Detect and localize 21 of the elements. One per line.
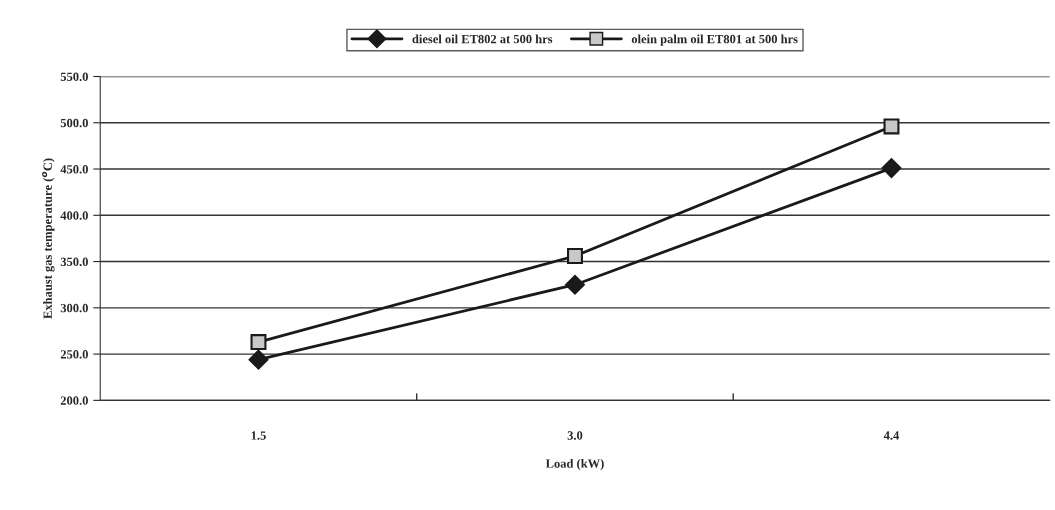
- y-tick-label: 450.0: [60, 165, 88, 174]
- y-tick-label: 250.0: [60, 350, 88, 359]
- y-tick-label: 200.0: [60, 396, 88, 405]
- y-tick-label: 350.0: [60, 257, 88, 267]
- point: [250, 334, 267, 351]
- point: [883, 118, 900, 135]
- point: [566, 248, 583, 264]
- point: [248, 349, 269, 370]
- y-axis-title: Exhaust gas temperature ($^{o}$C): [42, 158, 55, 319]
- x-tick-label: 3.0: [567, 431, 583, 440]
- legend-label: olein palm oil ET801 at 500 hrs: [631, 34, 798, 46]
- legend-label: diesel oil ET802 at 500 hrs: [412, 34, 553, 44]
- y-tick-label: 500.0: [60, 118, 88, 128]
- point: [881, 158, 902, 178]
- y-tick-label: 400.0: [60, 211, 88, 220]
- point: [565, 274, 585, 295]
- x-tick-label: 4.4: [883, 431, 900, 440]
- y-tick-label: 300.0: [60, 303, 88, 313]
- y-tick-label: 550.0: [60, 72, 88, 82]
- x-tick-label: 1.5: [251, 431, 266, 440]
- x-axis-title: Load (kW): [545, 458, 604, 471]
